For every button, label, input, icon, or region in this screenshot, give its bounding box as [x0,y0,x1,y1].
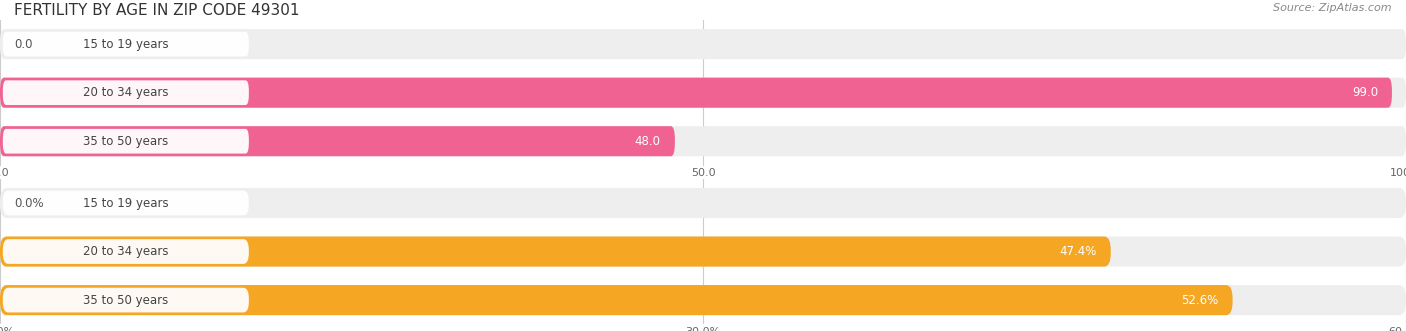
FancyBboxPatch shape [0,188,1406,218]
Text: 47.4%: 47.4% [1059,245,1097,258]
Text: 0.0%: 0.0% [14,197,44,210]
Text: 48.0: 48.0 [636,135,661,148]
Text: 99.0: 99.0 [1351,86,1378,99]
FancyBboxPatch shape [0,237,1406,266]
Text: 0.0: 0.0 [14,38,32,51]
FancyBboxPatch shape [3,191,249,215]
FancyBboxPatch shape [0,78,1392,108]
FancyBboxPatch shape [0,29,1406,59]
FancyBboxPatch shape [3,129,249,154]
FancyBboxPatch shape [3,239,249,264]
FancyBboxPatch shape [0,285,1406,315]
Text: 35 to 50 years: 35 to 50 years [83,135,169,148]
Text: 15 to 19 years: 15 to 19 years [83,197,169,210]
FancyBboxPatch shape [3,80,249,105]
FancyBboxPatch shape [3,32,249,57]
Text: 20 to 34 years: 20 to 34 years [83,86,169,99]
Text: 35 to 50 years: 35 to 50 years [83,294,169,307]
FancyBboxPatch shape [0,126,1406,156]
FancyBboxPatch shape [0,126,675,156]
Text: 52.6%: 52.6% [1181,294,1219,307]
FancyBboxPatch shape [0,237,1111,266]
Text: 20 to 34 years: 20 to 34 years [83,245,169,258]
FancyBboxPatch shape [0,285,1233,315]
Text: 15 to 19 years: 15 to 19 years [83,38,169,51]
FancyBboxPatch shape [0,78,1406,108]
FancyBboxPatch shape [3,288,249,312]
Text: Source: ZipAtlas.com: Source: ZipAtlas.com [1274,3,1392,13]
Text: FERTILITY BY AGE IN ZIP CODE 49301: FERTILITY BY AGE IN ZIP CODE 49301 [14,3,299,18]
